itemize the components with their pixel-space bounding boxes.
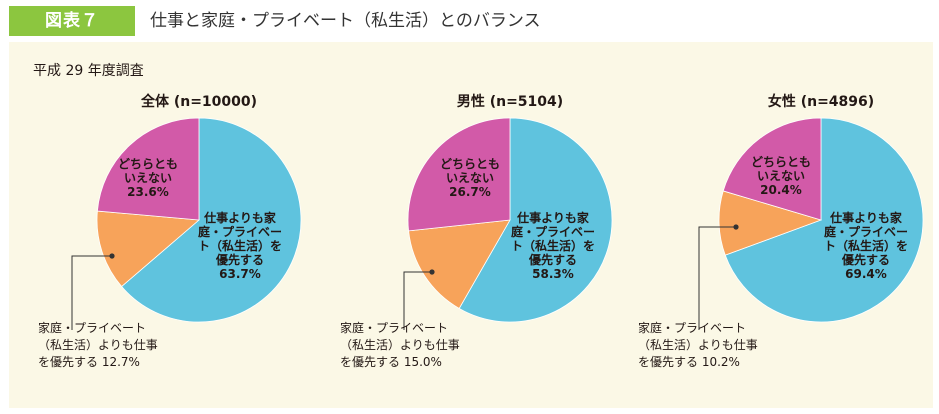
leader-dot: [733, 224, 739, 230]
figure-badge: 図表７: [9, 6, 135, 36]
family-slice-label: 家庭・プライベート（私生活）よりも仕事を優先する 12.7%: [38, 320, 158, 369]
family-slice-label: 家庭・プライベート（私生活）よりも仕事を優先する 10.2%: [638, 320, 758, 369]
leader-line: [71, 255, 112, 330]
figure-title: 仕事と家庭・プライベート（私生活）とのバランス: [150, 11, 541, 31]
pie-title: 女性 (n=4896): [768, 93, 874, 110]
pie-title: 全体 (n=10000): [140, 93, 257, 110]
neither-slice: [96, 117, 200, 221]
leader-dot: [109, 253, 115, 259]
work-slice: [121, 117, 302, 323]
family-slice: [96, 210, 200, 288]
neither-slice-label: どちらともいえない 23.6%: [118, 157, 178, 199]
leader-dot: [429, 269, 435, 275]
work-slice: [458, 117, 613, 323]
neither-slice: [407, 117, 511, 232]
survey-year-label: 平成 29 年度調査: [33, 63, 144, 79]
work-slice-label: 仕事よりも家庭・プライベート（私生活）を優先する 69.4%: [824, 210, 908, 281]
work-slice-label: 仕事よりも家庭・プライベート（私生活）を優先する 63.7%: [198, 210, 282, 281]
work-slice: [724, 117, 924, 323]
pie-title: 男性 (n=5104): [457, 93, 563, 110]
work-slice-label: 仕事よりも家庭・プライベート（私生活）を優先する 58.3%: [511, 210, 595, 281]
neither-slice-label: どちらともいえない 20.4%: [751, 155, 811, 197]
leader-line: [698, 226, 736, 330]
neither-slice-label: どちらともいえない 26.7%: [440, 157, 500, 199]
family-slice-label: 家庭・プライベート（私生活）よりも仕事を優先する 15.0%: [340, 320, 460, 369]
chart-header: 図表７ 仕事と家庭・プライベート（私生活）とのバランス: [0, 0, 939, 40]
family-slice: [408, 219, 511, 309]
neither-slice: [722, 117, 822, 221]
leader-line: [403, 271, 432, 330]
